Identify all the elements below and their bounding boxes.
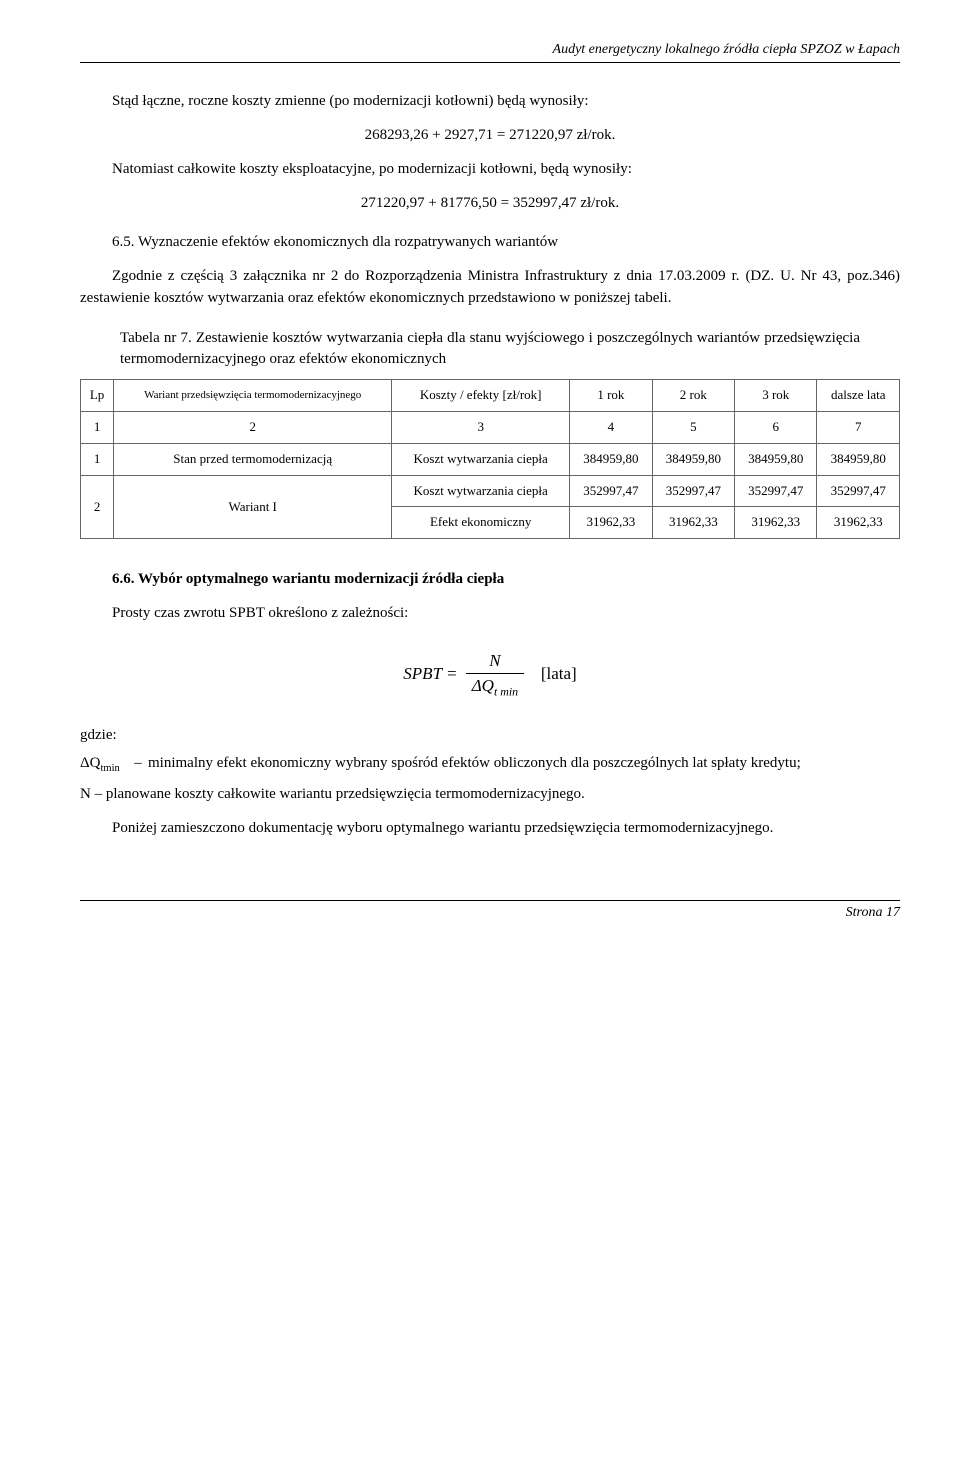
table-row: 1 Stan przed termomodernizacją Koszt wyt…	[81, 443, 900, 475]
cell-val: 384959,80	[652, 443, 734, 475]
cell-val: 352997,47	[817, 475, 900, 507]
formula-numerator: N	[466, 649, 524, 675]
section-6-6-heading: 6.6. Wybór optymalnego wariantu moderniz…	[112, 569, 900, 591]
cell: 2	[114, 411, 392, 443]
col-year-1: 1 rok	[570, 380, 652, 412]
formula-lhs: SPBT	[403, 664, 441, 683]
equation-1: 268293,26 + 2927,71 = 271220,97 zł/rok.	[80, 125, 900, 147]
page-footer: Strona 17	[80, 900, 900, 923]
cell-name: Wariant I	[114, 475, 392, 539]
col-variant: Wariant przedsięwzięcia termomodernizacy…	[114, 380, 392, 412]
cell-val: 352997,47	[735, 475, 817, 507]
paragraph-5: Poniżej zamieszczono dokumentację wyboru…	[80, 818, 900, 840]
cell-metric: Koszt wytwarzania ciepła	[392, 475, 570, 507]
definition-list: ΔQtmin – minimalny efekt ekonomiczny wyb…	[80, 753, 900, 776]
col-lp: Lp	[81, 380, 114, 412]
den-q: ΔQ	[472, 676, 494, 695]
cell-val: 31962,33	[817, 507, 900, 539]
gdzie-label: gdzie:	[80, 725, 900, 747]
cell-val: 384959,80	[735, 443, 817, 475]
cell-val: 352997,47	[652, 475, 734, 507]
formula-unit: [lata]	[541, 664, 577, 683]
paragraph-intro-1: Stąd łączne, roczne koszty zmienne (po m…	[80, 91, 900, 113]
den-sub: t min	[494, 685, 518, 699]
definition-row: ΔQtmin – minimalny efekt ekonomiczny wyb…	[80, 753, 900, 776]
table-number-row: 1 2 3 4 5 6 7	[81, 411, 900, 443]
cell: 3	[392, 411, 570, 443]
def-symbol: ΔQtmin	[80, 753, 128, 776]
table-row: 2 Wariant I Koszt wytwarzania ciepła 352…	[81, 475, 900, 507]
col-year-2: 2 rok	[652, 380, 734, 412]
col-later-years: dalsze lata	[817, 380, 900, 412]
table-7: Lp Wariant przedsięwzięcia termomoderniz…	[80, 379, 900, 539]
cell-val: 31962,33	[570, 507, 652, 539]
cell-val: 31962,33	[652, 507, 734, 539]
paragraph-intro-2: Natomiast całkowite koszty eksploatacyjn…	[80, 159, 900, 181]
col-metric: Koszty / efekty [zł/rok]	[392, 380, 570, 412]
paragraph-3: Zgodnie z częścią 3 załącznika nr 2 do R…	[80, 266, 900, 310]
cell-metric: Koszt wytwarzania ciepła	[392, 443, 570, 475]
cell: 1	[81, 411, 114, 443]
formula-fraction: NΔQt min	[466, 649, 524, 701]
definition-n: N – planowane koszty całkowite wariantu …	[80, 784, 900, 806]
cell-val: 384959,80	[570, 443, 652, 475]
cell-lp: 1	[81, 443, 114, 475]
col-year-3: 3 rok	[735, 380, 817, 412]
cell-val: 384959,80	[817, 443, 900, 475]
def-text: minimalny efekt ekonomiczny wybrany spoś…	[148, 753, 900, 776]
running-header: Audyt energetyczny lokalnego źródła ciep…	[80, 40, 900, 63]
cell-lp: 2	[81, 475, 114, 539]
cell: 5	[652, 411, 734, 443]
def1-sym-text: ΔQ	[80, 755, 100, 771]
equation-2: 271220,97 + 81776,50 = 352997,47 zł/rok.	[80, 193, 900, 215]
table-7-caption: Tabela nr 7. Zestawienie kosztów wytwarz…	[120, 328, 860, 372]
def1-sym-sub: tmin	[100, 763, 119, 774]
cell-name: Stan przed termomodernizacją	[114, 443, 392, 475]
cell: 6	[735, 411, 817, 443]
formula-denominator: ΔQt min	[466, 674, 524, 701]
cell-metric: Efekt ekonomiczny	[392, 507, 570, 539]
section-6-5-heading: 6.5. Wyznaczenie efektów ekonomicznych d…	[112, 232, 900, 254]
cell-val: 352997,47	[570, 475, 652, 507]
formula-eq: =	[442, 664, 462, 683]
cell-val: 31962,33	[735, 507, 817, 539]
paragraph-4: Prosty czas zwrotu SPBT określono z zale…	[80, 603, 900, 625]
cell: 7	[817, 411, 900, 443]
table-header-row: Lp Wariant przedsięwzięcia termomoderniz…	[81, 380, 900, 412]
def-dash: –	[128, 753, 148, 776]
cell: 4	[570, 411, 652, 443]
spbt-formula: SPBT = NΔQt min [lata]	[80, 649, 900, 701]
